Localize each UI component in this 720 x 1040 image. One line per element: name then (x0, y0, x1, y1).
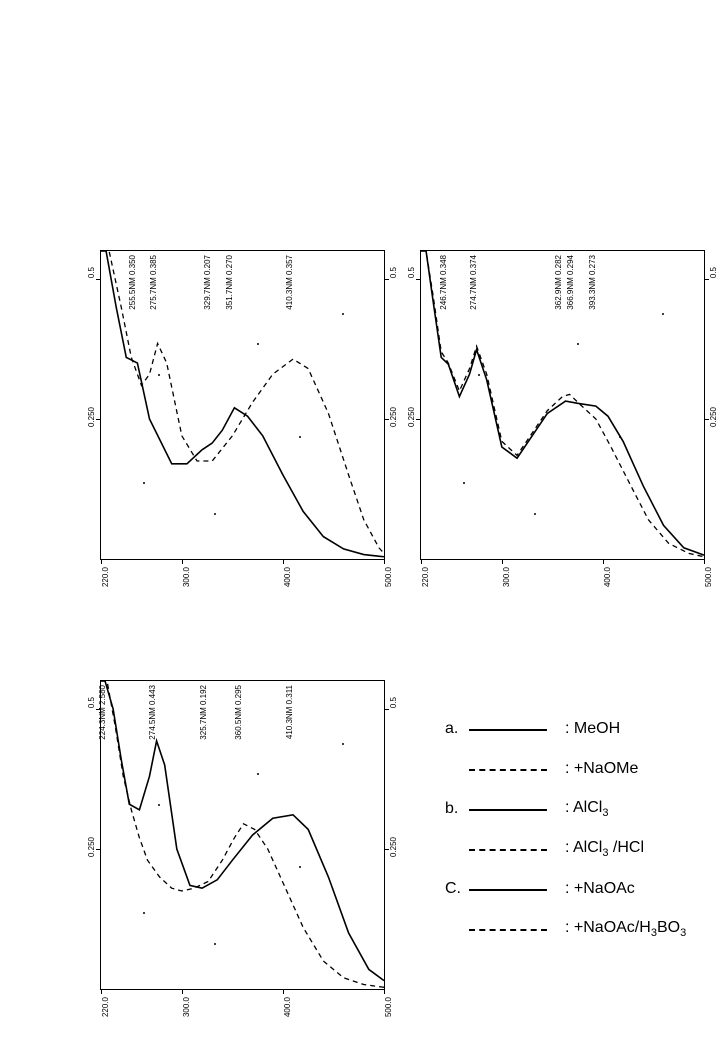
y-axis-label: 0.5 (87, 697, 96, 708)
legend-swatch (469, 719, 547, 739)
legend-row: : +NaOAc/H3BO3 (445, 918, 686, 940)
legend-swatch (469, 839, 547, 859)
legend-label: : +NaOMe (565, 760, 638, 778)
y-axis-label: 0.250 (389, 837, 398, 857)
solid-line-icon (469, 809, 547, 811)
legend-row: : +NaOMe (445, 758, 686, 780)
spectrum-panel-b: 220.0300.0400.0500.00.2500.2500.50.5246.… (420, 250, 705, 560)
y-axis-label: 0.5 (87, 267, 96, 278)
y-axis-label: 0.250 (87, 837, 96, 857)
legend-swatch (469, 759, 547, 779)
solid-curve (101, 251, 384, 557)
legend-row: C. : +NaOAc (445, 878, 686, 900)
x-axis-label: 400.0 (283, 567, 292, 587)
x-axis-label: 300.0 (182, 997, 191, 1017)
y-axis-label: 0.5 (389, 267, 398, 278)
noise-speck (662, 313, 664, 315)
y-axis-label: 0.250 (389, 407, 398, 427)
peak-label: 246.7NM 0.348 (439, 255, 448, 310)
spectrum-panel-c: 220.0300.0400.0500.00.2500.2500.50.5224.… (100, 680, 385, 990)
legend-row: : AlCl3 /HCl (445, 838, 686, 860)
legend-label: : AlCl3 (565, 799, 608, 819)
peak-label: 255.5NM 0.350 (128, 255, 137, 310)
spectrum-curves (101, 251, 384, 559)
noise-speck (619, 436, 621, 438)
legend-swatch (469, 799, 547, 819)
x-axis-label: 220.0 (101, 567, 110, 587)
peak-label: 274.5NM 0.443 (148, 685, 157, 740)
dashed-line-icon (469, 769, 547, 771)
noise-speck (478, 374, 480, 376)
x-axis-label: 220.0 (421, 567, 430, 587)
peak-label: 410.3NM 0.311 (285, 685, 294, 739)
peak-label: 410.3NM 0.357 (285, 255, 294, 310)
y-axis-label: 0.5 (389, 697, 398, 708)
legend: a. : MeOH : +NaOMe b. : AlCl3 : AlCl3 /HCl C.:… (445, 718, 686, 958)
y-axis-label: 0.250 (407, 407, 416, 427)
spectrum-panel-a: 220.0300.0400.0500.00.2500.2500.50.5255.… (100, 250, 385, 560)
y-axis-label: 0.250 (87, 407, 96, 427)
legend-row: b. : AlCl3 (445, 798, 686, 820)
peak-label: 366.9NM 0.294 (566, 255, 575, 310)
x-axis-label: 300.0 (182, 567, 191, 587)
solid-line-icon (469, 729, 547, 731)
x-axis-label: 500.0 (704, 567, 713, 587)
y-axis-label: 0.5 (709, 267, 718, 278)
peak-label: 351.7NM 0.270 (225, 255, 234, 310)
legend-letter: b. (445, 800, 469, 818)
peak-label: 329.7NM 0.207 (203, 255, 212, 310)
peak-label: 274.7NM 0.374 (469, 255, 478, 310)
noise-speck (158, 804, 160, 806)
solid-line-icon (469, 889, 547, 891)
legend-swatch (469, 879, 547, 899)
x-axis-label: 400.0 (603, 567, 612, 587)
noise-speck (299, 436, 301, 438)
noise-speck (342, 743, 344, 745)
x-axis-label: 500.0 (384, 997, 393, 1017)
legend-letter: a. (445, 720, 469, 738)
legend-label: : MeOH (565, 720, 620, 738)
peak-label: 362.9NM 0.282 (554, 255, 563, 310)
legend-row: a. : MeOH (445, 718, 686, 740)
peak-label: 224.3NM 2.580 (98, 685, 107, 740)
dashed-line-icon (469, 929, 547, 931)
legend-label: : +NaOAc/H3BO3 (565, 919, 686, 939)
legend-label: : AlCl3 /HCl (565, 839, 644, 859)
peak-label: 275.7NM 0.385 (149, 255, 158, 310)
noise-speck (158, 374, 160, 376)
peak-label: 325.7NM 0.192 (199, 685, 208, 740)
peak-label: 360.5NM 0.295 (234, 685, 243, 740)
y-axis-label: 0.5 (407, 267, 416, 278)
y-axis-label: 0.250 (709, 407, 718, 427)
x-axis-label: 220.0 (101, 997, 110, 1017)
legend-swatch (469, 919, 547, 939)
x-axis-label: 300.0 (502, 567, 511, 587)
dashed-line-icon (469, 849, 547, 851)
noise-speck (299, 866, 301, 868)
x-axis-label: 500.0 (384, 567, 393, 587)
x-axis-label: 400.0 (283, 997, 292, 1017)
peak-label: 393.3NM 0.273 (588, 255, 597, 310)
legend-label: : +NaOAc (565, 880, 635, 898)
dashed-curve (101, 251, 384, 553)
legend-letter: C. (445, 880, 469, 898)
noise-speck (342, 313, 344, 315)
